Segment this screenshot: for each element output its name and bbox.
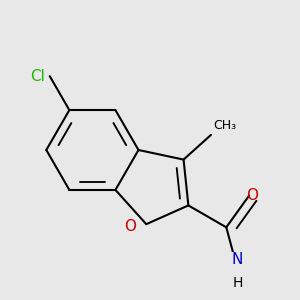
Text: O: O [124, 219, 136, 234]
Text: N: N [232, 252, 243, 267]
Text: H: H [232, 276, 243, 290]
Text: CH₃: CH₃ [214, 119, 237, 132]
Text: O: O [246, 188, 258, 203]
Text: Cl: Cl [30, 69, 45, 84]
